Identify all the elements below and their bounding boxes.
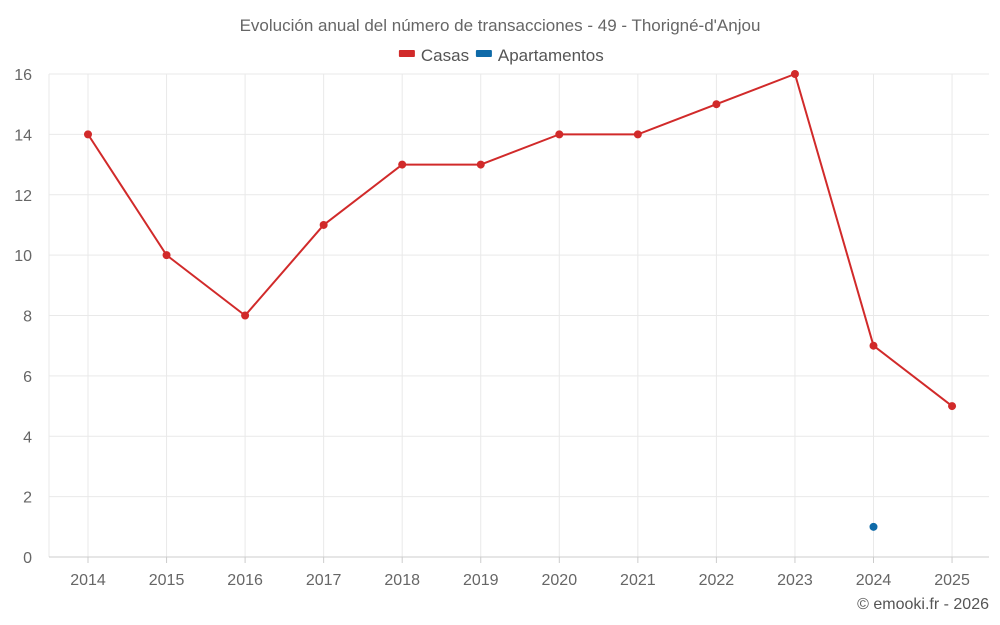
x-tick-label: 2018 (384, 572, 420, 589)
series-apartamentos (869, 522, 878, 531)
legend-label: Apartamentos (498, 46, 604, 65)
x-tick-label: 2014 (70, 572, 106, 589)
y-tick-label: 10 (14, 248, 32, 265)
data-point[interactable] (633, 130, 642, 139)
data-point[interactable] (162, 251, 171, 260)
chart-title: Evolución anual del número de transaccio… (240, 16, 761, 35)
legend: Casas Apartamentos (398, 46, 604, 65)
x-tick-label: 2023 (777, 572, 813, 589)
y-tick-label: 16 (14, 67, 32, 84)
series-layer (84, 70, 957, 531)
legend-swatch (475, 50, 492, 57)
x-tick-label: 2017 (306, 572, 342, 589)
data-point[interactable] (476, 160, 485, 169)
credit-text: © emooki.fr - 2026 (857, 596, 989, 613)
data-point[interactable] (790, 70, 799, 78)
axes: 0 2 4 6 8 10 12 14 16 2014 2015 2016 2017 2018 2019 202… (14, 67, 989, 589)
x-tick-label: 2024 (856, 572, 892, 589)
x-tick-label: 2020 (542, 572, 578, 589)
legend-item-casas[interactable]: Casas (398, 46, 469, 65)
data-point[interactable] (319, 220, 328, 229)
y-tick-label: 4 (23, 429, 32, 446)
data-point[interactable] (555, 130, 564, 139)
data-point[interactable] (712, 100, 721, 109)
data-point[interactable] (869, 341, 878, 350)
x-tick-label: 2022 (699, 572, 735, 589)
x-tick-label: 2015 (149, 572, 185, 589)
data-point[interactable] (398, 160, 407, 169)
x-tick-label: 2021 (620, 572, 656, 589)
grid (49, 73, 989, 557)
y-tick-label: 12 (14, 188, 32, 205)
data-point[interactable] (84, 130, 92, 139)
y-tick-label: 14 (14, 127, 32, 144)
x-tick-label: 2025 (934, 572, 970, 589)
x-tick-label: 2019 (463, 572, 499, 589)
y-tick-label: 6 (23, 369, 32, 386)
y-tick-label: 2 (23, 490, 32, 507)
data-point[interactable] (948, 402, 957, 411)
legend-label: Casas (421, 46, 469, 65)
legend-swatch (398, 50, 415, 57)
data-point[interactable] (241, 311, 250, 320)
series-line (87, 73, 953, 407)
y-tick-label: 8 (23, 309, 32, 326)
series-casas (84, 70, 957, 411)
x-tick-label: 2016 (227, 572, 263, 589)
data-point[interactable] (869, 522, 878, 531)
y-tick-label: 0 (23, 550, 32, 567)
legend-item-apartamentos[interactable]: Apartamentos (475, 46, 604, 65)
